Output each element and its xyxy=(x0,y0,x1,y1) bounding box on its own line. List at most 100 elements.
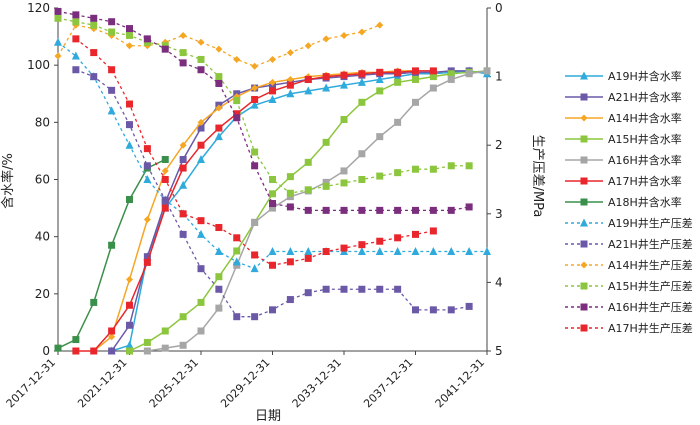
data-point xyxy=(143,253,151,261)
legend-label: A16H井含水率 xyxy=(608,153,682,167)
data-point xyxy=(179,141,187,149)
x-tick-label: 2025-12-31 xyxy=(147,356,201,410)
data-point xyxy=(429,165,437,173)
data-point xyxy=(357,247,366,256)
series-line xyxy=(75,38,434,266)
data-point xyxy=(358,150,366,158)
data-point xyxy=(215,285,223,293)
data-point xyxy=(72,347,80,355)
y-axis-right-title: 生产压差/MPa xyxy=(530,135,545,218)
data-point xyxy=(250,100,259,109)
data-point xyxy=(304,158,312,166)
data-point xyxy=(269,190,276,198)
data-point xyxy=(108,241,116,249)
data-point xyxy=(447,70,455,78)
legend-label: A19H井生产压差 xyxy=(608,216,693,230)
data-point xyxy=(108,86,116,94)
data-point xyxy=(126,196,133,204)
data-point xyxy=(358,285,366,293)
legend-marker xyxy=(580,156,588,164)
data-point xyxy=(286,296,294,304)
data-point xyxy=(197,327,205,335)
data-point xyxy=(322,206,330,214)
legend-label: A18H井含水率 xyxy=(608,195,682,209)
data-point xyxy=(394,78,402,86)
data-point xyxy=(429,73,437,81)
data-point xyxy=(376,68,384,76)
data-point xyxy=(340,167,348,175)
data-point xyxy=(72,336,80,344)
data-point xyxy=(286,203,294,211)
legend-marker xyxy=(580,218,588,227)
data-point xyxy=(90,14,98,22)
data-point xyxy=(286,89,295,98)
data-point xyxy=(143,347,151,355)
data-point xyxy=(286,75,294,83)
data-point xyxy=(269,87,276,95)
data-point xyxy=(447,306,455,314)
data-point xyxy=(161,176,169,183)
data-point xyxy=(108,333,116,341)
data-point xyxy=(429,67,437,75)
data-point xyxy=(340,244,348,252)
data-point xyxy=(250,264,259,273)
series-5 xyxy=(72,67,437,355)
data-point xyxy=(269,55,276,63)
data-point xyxy=(215,73,223,81)
data-point xyxy=(126,100,133,108)
data-point xyxy=(412,165,419,173)
data-point xyxy=(465,162,473,170)
data-point xyxy=(54,52,62,60)
data-point xyxy=(215,224,223,232)
data-point xyxy=(286,173,294,181)
data-point xyxy=(340,80,348,89)
data-point xyxy=(447,247,456,256)
data-point xyxy=(375,247,384,256)
data-point xyxy=(412,67,419,75)
data-point xyxy=(465,70,473,78)
legend-item: A19H井含水率 xyxy=(565,69,682,83)
data-point xyxy=(340,285,348,293)
data-point xyxy=(126,25,133,33)
data-point xyxy=(358,70,366,78)
data-point xyxy=(126,321,133,329)
y-left-tick-label: 100 xyxy=(27,58,50,72)
legend-item: A15H井生产压差 xyxy=(565,279,693,293)
data-point xyxy=(251,313,259,321)
legend-item: A17H井含水率 xyxy=(565,174,682,188)
data-point xyxy=(197,154,205,163)
data-point xyxy=(251,218,259,226)
legend-item: A14H井生产压差 xyxy=(565,258,693,272)
data-point xyxy=(108,66,116,74)
data-point xyxy=(108,327,116,335)
data-point xyxy=(125,340,134,349)
legend-label: A16H井生产压差 xyxy=(608,300,693,314)
data-point xyxy=(197,229,205,238)
data-point xyxy=(429,206,437,214)
data-point xyxy=(179,313,187,321)
data-point xyxy=(179,230,187,238)
series-6 xyxy=(54,155,169,352)
data-point xyxy=(143,162,151,170)
data-point xyxy=(411,247,420,256)
data-point xyxy=(412,75,419,83)
data-point xyxy=(233,247,241,255)
y-left-tick-label: 20 xyxy=(35,287,50,301)
legend-marker xyxy=(580,240,588,248)
y-right-tick-label: 5 xyxy=(495,344,503,358)
data-point xyxy=(483,247,491,256)
legend-item: A16H井生产压差 xyxy=(565,300,693,314)
data-point xyxy=(447,162,455,170)
data-point xyxy=(251,95,259,103)
data-point xyxy=(304,254,312,262)
x-tick-label: 2041-12-31 xyxy=(433,356,487,410)
data-point xyxy=(90,73,98,81)
data-point xyxy=(412,230,419,238)
data-point xyxy=(322,285,330,293)
data-point xyxy=(233,97,241,105)
data-point xyxy=(161,204,169,212)
legend-marker xyxy=(580,303,588,311)
legend-label: A15H井生产压差 xyxy=(608,279,693,293)
data-point xyxy=(197,265,205,273)
